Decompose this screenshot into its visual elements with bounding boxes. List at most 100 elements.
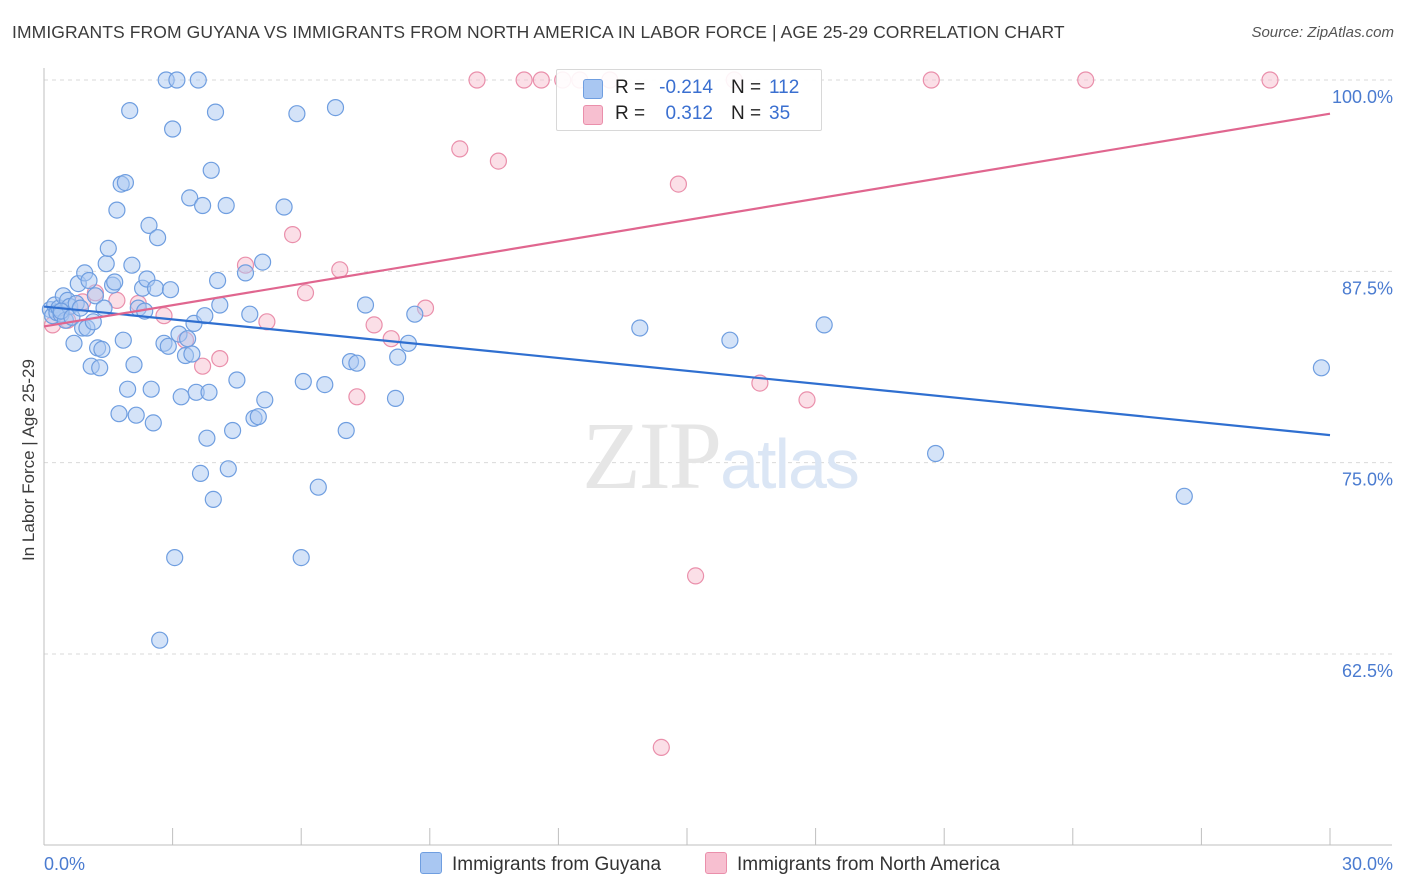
guyana-point xyxy=(1312,359,1331,377)
guyana-point xyxy=(219,460,237,478)
guyana-point xyxy=(65,334,83,352)
guyana-point xyxy=(151,631,169,649)
guyana-point xyxy=(84,313,102,331)
guyana-point xyxy=(209,271,227,290)
north-america-point xyxy=(155,307,173,325)
guyana-point xyxy=(721,331,739,349)
north-america-point xyxy=(652,738,670,757)
guyana-point xyxy=(241,305,259,323)
guyana-point xyxy=(326,98,345,117)
guyana-point xyxy=(631,319,649,337)
guyana-point xyxy=(1175,487,1193,505)
guyana-point xyxy=(356,296,375,314)
guyana-point xyxy=(294,372,312,391)
north-america-point xyxy=(211,350,229,368)
guyana-point xyxy=(249,408,267,426)
guyana-point xyxy=(164,120,182,138)
guyana-point xyxy=(80,271,98,290)
y-tick-label: 75.0% xyxy=(1342,470,1393,490)
guyana-point xyxy=(106,273,124,291)
guyana-point xyxy=(125,356,143,374)
y-tick-label: 87.5% xyxy=(1342,278,1393,298)
north-america-point xyxy=(515,71,533,89)
guyana-point xyxy=(149,229,167,247)
guyana-point xyxy=(337,421,355,440)
guyana-point xyxy=(123,256,141,274)
bottom-legend-label-north-america: Immigrants from North America xyxy=(737,854,1000,875)
guyana-point xyxy=(172,388,190,406)
guyana-point xyxy=(206,103,225,121)
north-america-point xyxy=(331,261,349,279)
guyana-point xyxy=(236,264,255,282)
guyana-point xyxy=(140,216,158,234)
guyana-point xyxy=(86,287,105,305)
legend-swatch-north-america xyxy=(583,105,603,125)
north-america-point xyxy=(922,71,940,89)
watermark-zip: ZIP xyxy=(582,402,720,509)
gridlines xyxy=(44,79,1392,655)
north-america-point xyxy=(284,226,302,244)
guyana-point xyxy=(309,478,327,496)
trend-line-north-america xyxy=(43,112,1331,328)
legend-r-value: -0.214 xyxy=(659,77,713,98)
guyana-point xyxy=(121,101,139,120)
guyana-point xyxy=(256,391,274,409)
guyana-point xyxy=(108,201,126,219)
north-america-point xyxy=(798,391,816,409)
bottom-legend-swatch-guyana xyxy=(420,852,442,874)
legend-n-value: 112 xyxy=(769,77,800,98)
y-tick-label: 62.5% xyxy=(1342,661,1393,681)
y-axis-label: In Labor Force | Age 25-29 xyxy=(19,359,38,561)
legend-row-guyana: R = -0.214 N = 112 xyxy=(557,74,821,102)
bottom-legend-guyana: Immigrants from Guyana xyxy=(420,852,661,876)
guyana-point xyxy=(292,548,310,567)
north-america-point xyxy=(532,71,550,89)
guyana-point xyxy=(99,239,117,257)
trend-lines xyxy=(43,112,1331,437)
north-america-point xyxy=(382,330,400,348)
guyana-point xyxy=(316,376,334,394)
watermark: ZIPatlas xyxy=(582,402,858,509)
guyana-point xyxy=(926,444,945,463)
guyana-point xyxy=(406,305,424,323)
guyana-point xyxy=(386,389,405,407)
guyana-point xyxy=(288,105,306,123)
trend-line-guyana xyxy=(43,305,1331,437)
guyana-point xyxy=(127,406,145,424)
watermark-atlas: atlas xyxy=(720,425,858,503)
bottom-legend-swatch-north-america xyxy=(705,852,727,874)
bottom-legend-north-america: Immigrants from North America xyxy=(705,852,1000,876)
y-tick-label: 100.0% xyxy=(1332,87,1393,107)
guyana-point xyxy=(189,71,207,89)
guyana-point xyxy=(146,279,165,297)
guyana-point xyxy=(181,189,199,207)
guyana-point xyxy=(389,348,407,366)
north-america-point xyxy=(296,284,315,302)
guyana-point xyxy=(91,359,109,377)
north-america-point xyxy=(669,175,688,193)
guyana-point xyxy=(198,429,216,447)
legend-r-value: 0.312 xyxy=(665,103,713,124)
guyana-point xyxy=(118,380,137,398)
legend-n-value: 35 xyxy=(769,103,791,124)
legend-row-north-america: R = 0.312 N = 35 xyxy=(557,100,821,128)
guyana-point xyxy=(110,405,128,423)
legend-r-label: R = xyxy=(615,103,646,124)
series-guyana-points xyxy=(41,71,1331,649)
guyana-point xyxy=(114,331,132,349)
guyana-point xyxy=(204,490,222,508)
north-america-point xyxy=(365,316,383,334)
guyana-point xyxy=(254,253,272,271)
guyana-point xyxy=(275,198,293,216)
guyana-point xyxy=(161,281,180,299)
guyana-point xyxy=(202,161,220,179)
guyana-point xyxy=(93,340,111,358)
guyana-point xyxy=(228,371,246,389)
north-america-point xyxy=(348,388,366,406)
x-tick-label-min: 0.0% xyxy=(44,854,85,874)
guyana-point xyxy=(348,354,366,372)
x-tick-label-max: 30.0% xyxy=(1342,854,1393,874)
guyana-point xyxy=(144,414,162,432)
chart-title: IMMIGRANTS FROM GUYANA VS IMMIGRANTS FRO… xyxy=(12,22,1065,42)
